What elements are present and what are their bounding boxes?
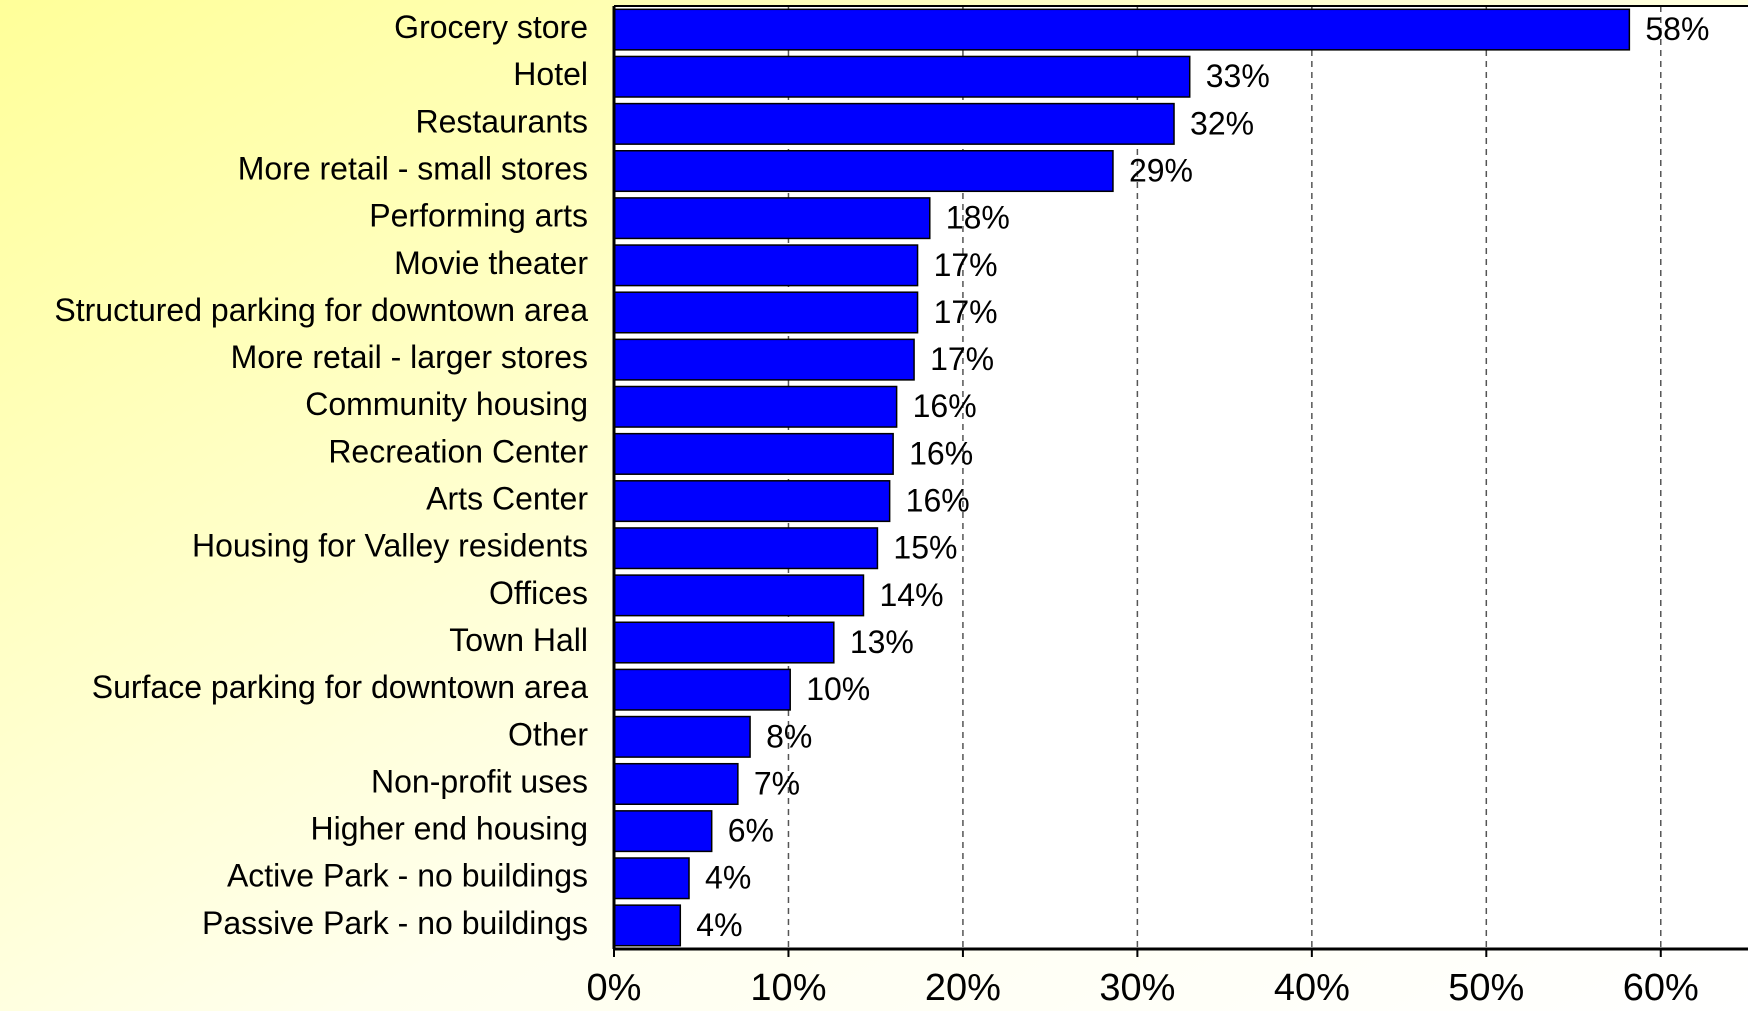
- y-tick-label: Town Hall: [449, 622, 588, 658]
- bar: [613, 715, 751, 758]
- y-tick-label: Hotel: [513, 56, 588, 92]
- bar: [613, 904, 682, 947]
- data-label: 17%: [934, 247, 998, 283]
- y-tick-label: Surface parking for downtown area: [92, 669, 588, 705]
- bar: [613, 527, 879, 570]
- data-label: 18%: [946, 200, 1010, 236]
- bar: [613, 668, 791, 711]
- y-tick-label: Active Park - no buildings: [227, 858, 588, 894]
- bar: [613, 810, 713, 853]
- bar: [613, 8, 1631, 51]
- y-tick-label: More retail - small stores: [238, 150, 588, 186]
- bar: [613, 574, 865, 617]
- data-label: 33%: [1206, 58, 1270, 94]
- y-tick-label: Passive Park - no buildings: [202, 905, 588, 941]
- bar: [613, 102, 1175, 145]
- data-label: 17%: [930, 341, 994, 377]
- x-tick-label: 30%: [1099, 967, 1175, 1009]
- y-tick-label: Grocery store: [394, 9, 588, 45]
- bar: [613, 150, 1114, 193]
- y-tick-label: More retail - larger stores: [231, 339, 588, 375]
- y-tick-label: Arts Center: [426, 481, 588, 517]
- data-label: 7%: [754, 765, 800, 801]
- data-label: 58%: [1645, 11, 1709, 47]
- y-tick-label: Structured parking for downtown area: [54, 292, 588, 328]
- bar: [613, 244, 919, 287]
- bar: [613, 338, 915, 381]
- y-tick-label: Non-profit uses: [371, 763, 588, 799]
- x-tick-label: 60%: [1623, 967, 1699, 1009]
- x-tick-label: 10%: [750, 967, 826, 1009]
- x-tick-label: 40%: [1274, 967, 1350, 1009]
- data-label: 8%: [766, 718, 812, 754]
- bar: [613, 432, 894, 475]
- plot-area: [614, 6, 1748, 949]
- bar: [613, 55, 1191, 98]
- bar: [613, 762, 739, 805]
- bar: [613, 857, 690, 900]
- x-tick-label: 20%: [925, 967, 1001, 1009]
- y-tick-label: Housing for Valley residents: [192, 528, 588, 564]
- x-tick-label: 50%: [1448, 967, 1524, 1009]
- data-label: 10%: [806, 671, 870, 707]
- y-tick-label: Restaurants: [415, 103, 588, 139]
- data-label: 4%: [696, 907, 742, 943]
- bar: [613, 291, 919, 334]
- data-label: 16%: [909, 435, 973, 471]
- y-tick-label: Higher end housing: [310, 811, 588, 847]
- bar: [613, 621, 835, 664]
- bar: [613, 197, 931, 240]
- y-tick-label: Recreation Center: [328, 433, 588, 469]
- y-tick-label: Community housing: [305, 386, 588, 422]
- bar: [613, 385, 898, 428]
- data-label: 13%: [850, 624, 914, 660]
- y-tick-label: Performing arts: [369, 198, 588, 234]
- data-label: 29%: [1129, 152, 1193, 188]
- data-label: 14%: [879, 577, 943, 613]
- data-label: 4%: [705, 860, 751, 896]
- data-label: 32%: [1190, 105, 1254, 141]
- data-label: 15%: [893, 530, 957, 566]
- data-label: 6%: [728, 813, 774, 849]
- data-label: 16%: [906, 483, 970, 519]
- y-tick-label: Other: [508, 716, 588, 752]
- x-tick-label: 0%: [587, 967, 642, 1009]
- data-label: 16%: [913, 388, 977, 424]
- y-tick-label: Offices: [489, 575, 588, 611]
- y-tick-label: Movie theater: [394, 245, 588, 281]
- bar: [613, 480, 891, 523]
- data-label: 17%: [934, 294, 998, 330]
